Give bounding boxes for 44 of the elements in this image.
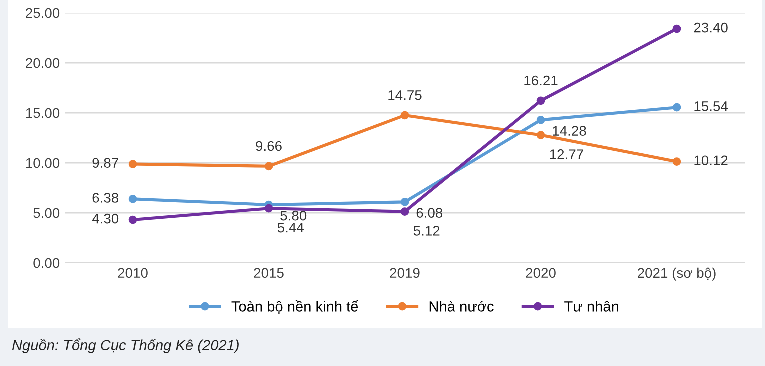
- y-tick-label: 25.00: [26, 8, 60, 18]
- y-tick-label: 20.00: [26, 58, 60, 68]
- legend-label: Toàn bộ nền kinh tế: [232, 300, 359, 314]
- y-tick-label: 15.00: [26, 108, 60, 118]
- point: [536, 131, 546, 140]
- legend-label: Nhà nước: [430, 300, 494, 312]
- data-label: 12.77: [550, 150, 584, 160]
- point: [672, 24, 682, 34]
- data-label: 16.21: [524, 76, 558, 86]
- y-tick-label: 5.00: [34, 208, 60, 218]
- x-tick-label: 2021 (sơ bộ): [638, 268, 716, 281]
- data-label: 15.54: [694, 102, 728, 112]
- point: [128, 195, 138, 204]
- data-label: 4.30: [92, 214, 119, 224]
- point: [128, 160, 138, 168]
- x-tick-label: 2020: [526, 268, 556, 278]
- x-tick-label: 2015: [254, 268, 284, 278]
- data-label: 14.75: [388, 90, 422, 100]
- data-label: 9.87: [92, 158, 118, 168]
- point: [536, 116, 546, 124]
- x-tick-label: 2019: [390, 268, 420, 278]
- data-label: 10.12: [694, 156, 728, 166]
- data-label: 6.08: [416, 208, 443, 218]
- point: [400, 208, 410, 216]
- data-label: 5.44: [278, 223, 304, 233]
- point: [264, 204, 274, 213]
- point: [672, 103, 682, 112]
- point: [400, 111, 410, 120]
- point: [128, 216, 138, 224]
- point: [672, 158, 682, 166]
- x-tick-label: 2010: [118, 268, 148, 278]
- y-tick-label: 10.00: [26, 158, 60, 168]
- data-label: 23.40: [694, 22, 728, 33]
- data-label: 5.80: [280, 210, 307, 221]
- data-label: 5.12: [414, 226, 440, 236]
- data-label: 9.66: [256, 141, 282, 152]
- point: [536, 96, 546, 106]
- text: Nguồn: Tổng Cục Thống Kê (2021): [12, 338, 239, 354]
- data-label: 6.38: [92, 193, 119, 203]
- y-tick-label: 0.00: [34, 258, 60, 268]
- legend-label: Tư nhân: [564, 301, 618, 312]
- data-label: 14.28: [553, 126, 586, 136]
- point: [264, 162, 274, 171]
- point: [400, 198, 410, 206]
